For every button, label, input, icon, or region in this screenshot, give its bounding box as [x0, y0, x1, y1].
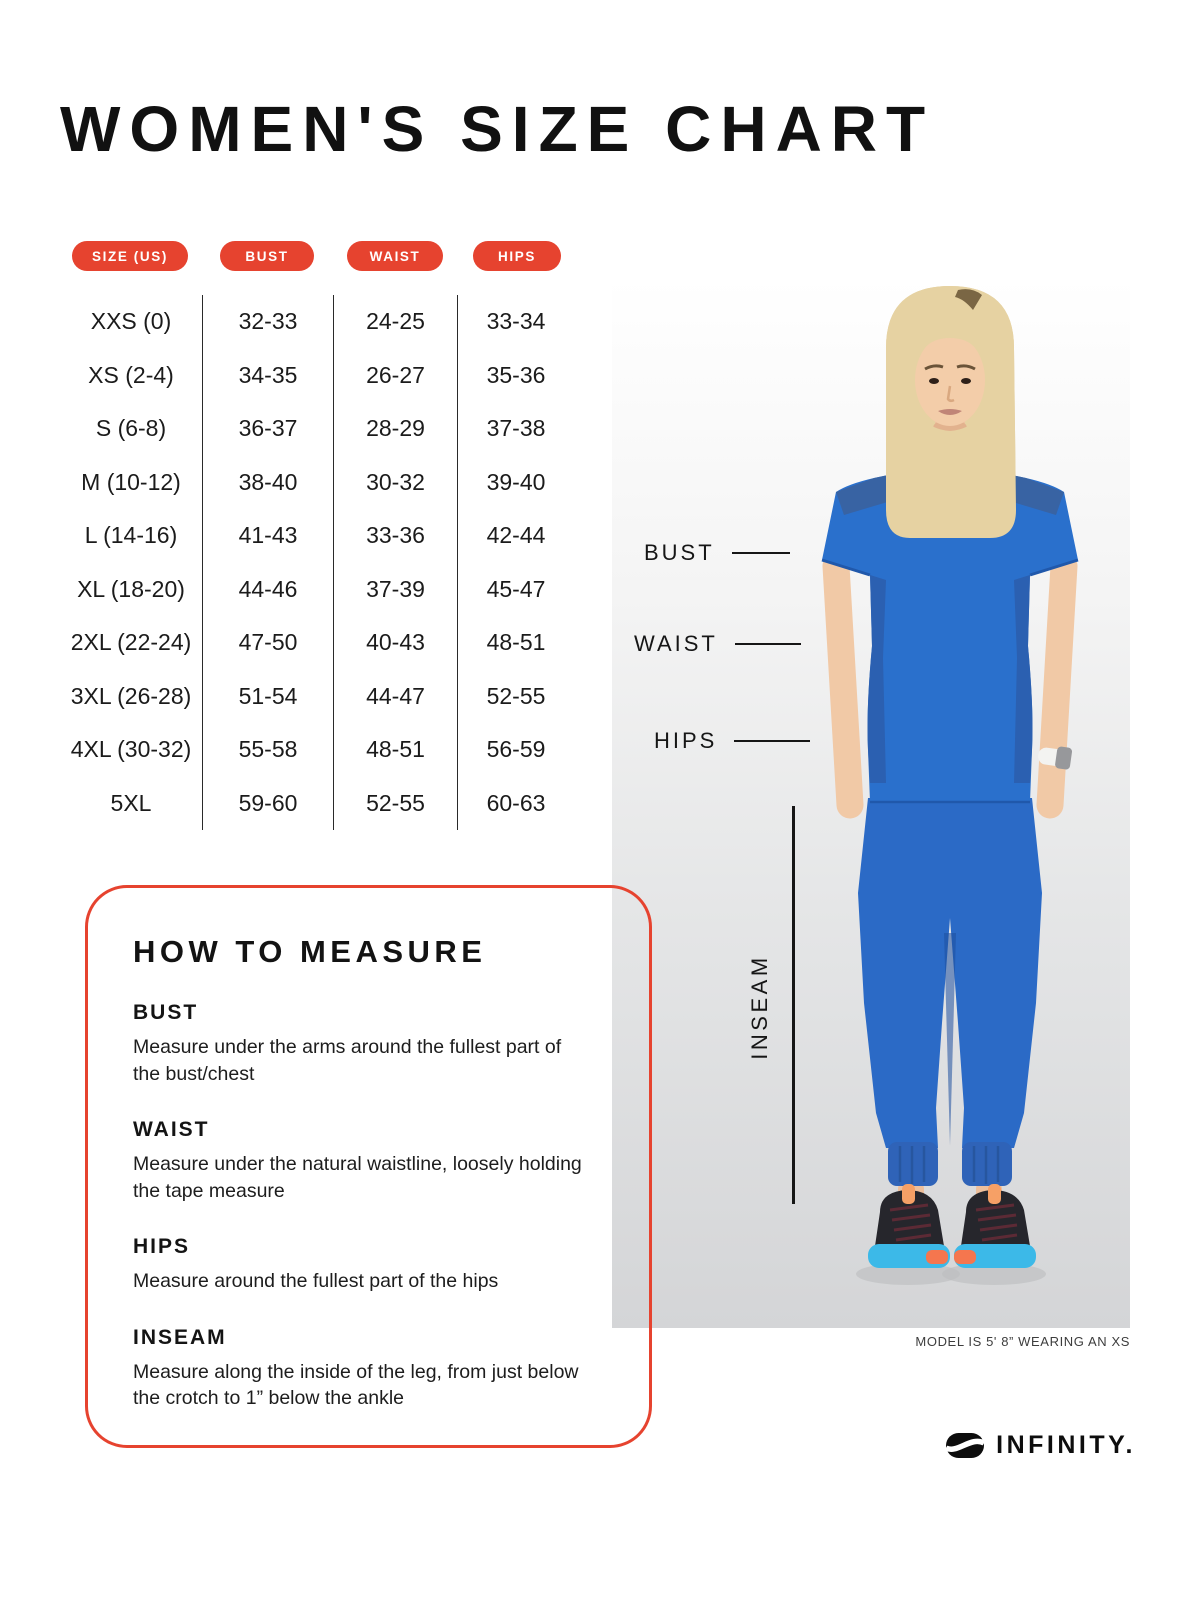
value-cell: 60-63: [457, 776, 574, 830]
value-cell: 33-36: [333, 509, 457, 563]
value-cell: 51-54: [202, 669, 333, 723]
scrub-top: [821, 466, 1079, 804]
eye: [961, 378, 971, 384]
value-cell: 26-27: [333, 348, 457, 402]
hair-front: [886, 286, 1016, 538]
size-cell: 4XL (30-32): [70, 736, 192, 763]
column-header-bust: BUST: [220, 241, 314, 271]
scrub-pants: [858, 798, 1042, 1268]
lips: [938, 409, 962, 415]
inseam-annotation-label: INSEAM: [747, 954, 772, 1060]
waist-annotation: WAIST: [634, 631, 801, 657]
bust-pointer-line: [731, 551, 790, 555]
value-cell: 38-40: [202, 455, 333, 509]
how-to-measure-title: HOW TO MEASURE: [133, 934, 487, 969]
shoe-shadow: [942, 1263, 1046, 1285]
size-cell: M (10-12): [81, 468, 181, 495]
infinity-icon: [945, 1433, 986, 1458]
model-caption: MODEL IS 5' 8” WEARING AN XS: [915, 1334, 1130, 1349]
pant-cuffs: [888, 1142, 1012, 1186]
eye: [929, 378, 939, 384]
bust-annotation-label: BUST: [644, 540, 715, 565]
value-cell: 28-29: [333, 402, 457, 456]
value-cell: 56-59: [457, 723, 574, 777]
column-header-size: SIZE (US): [72, 241, 188, 271]
value-cell: 32-33: [202, 295, 333, 349]
value-cell: 39-40: [457, 455, 574, 509]
value-cell: 47-50: [202, 616, 333, 670]
model-photo: [612, 278, 1130, 1328]
value-cell: 44-47: [333, 669, 457, 723]
size-cell: 3XL (26-28): [70, 682, 192, 709]
measure-section-label: BUST: [133, 1001, 199, 1024]
sneaker-left: [868, 1184, 950, 1268]
eyebrow: [924, 364, 944, 371]
measure-section-text: Measure around the fullest part of the h…: [133, 1270, 499, 1293]
value-cell: 30-32: [333, 455, 457, 509]
hips-annotation-label: HIPS: [654, 728, 718, 753]
shoe-shadow: [856, 1263, 960, 1285]
arms: [822, 552, 1078, 819]
value-cell: 45-47: [457, 562, 574, 616]
size-table: XXS (0) 32-33 24-25 33-34 XS (2-4) 34-35 26-27…: [60, 295, 574, 830]
measure-sections: BUST Measure under the arms around the fu…: [133, 1001, 609, 1412]
measure-section-text: Measure under the arms around the fulles…: [133, 1036, 562, 1085]
sneaker-right: [954, 1184, 1036, 1268]
size-cell: S (6-8): [95, 415, 167, 442]
head: [886, 286, 1016, 538]
value-cell: 33-34: [457, 295, 574, 349]
value-cell: 48-51: [333, 723, 457, 777]
value-cell: 48-51: [457, 616, 574, 670]
value-cell: 55-58: [202, 723, 333, 777]
value-cell: 41-43: [202, 509, 333, 563]
measure-section-text: Measure along the inside of the leg, fro…: [133, 1360, 579, 1410]
brand-logo: INFINITY.: [945, 1431, 1136, 1460]
waist-pointer-line: [734, 642, 801, 646]
value-cell: 36-37: [202, 402, 333, 456]
size-cell: 2XL (22-24): [70, 629, 192, 656]
value-cell: 40-43: [333, 616, 457, 670]
how-to-measure-box: HOW TO MEASURE BUST Measure under the arm…: [85, 885, 652, 1448]
size-cell: XXS (0): [90, 308, 172, 335]
value-cell: 52-55: [333, 776, 457, 830]
hair-roots: [955, 289, 982, 310]
value-cell: 42-44: [457, 509, 574, 563]
measure-section-label: WAIST: [133, 1118, 210, 1142]
size-cell: L (14-16): [84, 522, 178, 549]
value-cell: 37-39: [333, 562, 457, 616]
value-cell: 44-46: [202, 562, 333, 616]
inseam-pointer-line: [792, 806, 795, 1204]
hips-pointer-line: [734, 739, 811, 743]
value-cell: 35-36: [457, 348, 574, 402]
value-cell: 52-55: [457, 669, 574, 723]
bust-annotation: BUST: [644, 540, 790, 566]
value-cell: 37-38: [457, 402, 574, 456]
measure-section-label: INSEAM: [133, 1325, 227, 1349]
measure-section-label: HIPS: [133, 1235, 191, 1259]
value-cell: 59-60: [202, 776, 333, 830]
size-cell: XL (18-20): [77, 575, 185, 602]
page-title: WOMEN'S SIZE CHART: [60, 93, 935, 165]
column-header-hips: HIPS: [473, 241, 561, 271]
value-cell: 34-35: [202, 348, 333, 402]
smartwatch: [1038, 746, 1073, 770]
size-cell: XS (2-4): [88, 361, 174, 388]
nose: [946, 385, 955, 403]
measure-section-text: Measure under the natural waistline, loo…: [133, 1153, 582, 1202]
size-cell: 5XL: [110, 789, 152, 816]
model-figure: [821, 286, 1079, 1285]
value-cell: 24-25: [333, 295, 457, 349]
column-header-waist: WAIST: [347, 241, 443, 271]
brand-name: INFINITY.: [996, 1431, 1136, 1459]
eyebrow: [956, 364, 976, 371]
hips-annotation: HIPS: [654, 728, 811, 754]
waist-annotation-label: WAIST: [634, 631, 718, 656]
